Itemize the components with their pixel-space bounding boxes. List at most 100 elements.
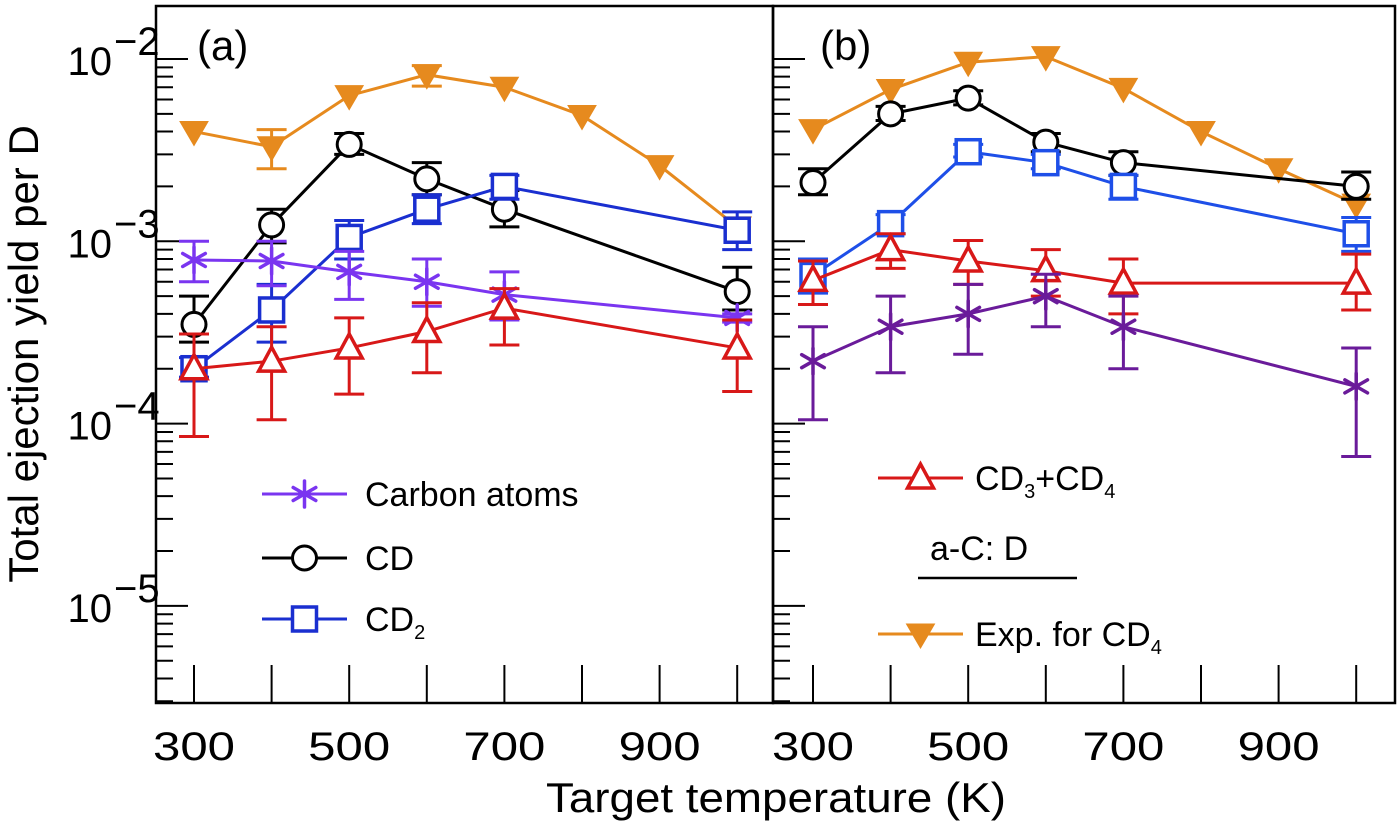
- data-point: [1030, 46, 1061, 72]
- series-exp: [798, 46, 1372, 220]
- y-tick-label: 10: [68, 587, 113, 631]
- y-tick-exponent: −3: [114, 202, 160, 246]
- legend-label: CD3+CD4: [975, 460, 1115, 503]
- data-point: [490, 195, 518, 223]
- data-point: [1110, 311, 1137, 342]
- x-tick-label: 300: [772, 725, 854, 769]
- y-tick-exponent: −4: [114, 385, 160, 429]
- legend-marker: [290, 605, 319, 633]
- data-point: [723, 278, 751, 306]
- data-point: [334, 85, 365, 111]
- legend-label: CD2: [365, 601, 425, 644]
- x-tick-label: 900: [619, 725, 701, 769]
- data-point: [255, 343, 288, 373]
- data-point: [1032, 148, 1060, 177]
- series-cd2: [179, 172, 753, 383]
- series-cd: [798, 84, 1372, 201]
- series-line: [812, 55, 1357, 206]
- data-point: [489, 76, 520, 103]
- data-point: [488, 290, 521, 320]
- panel-label: (a): [197, 22, 248, 69]
- x-tick-label: 900: [1238, 725, 1320, 769]
- legend-item-carbon: Carbon atoms: [262, 476, 579, 514]
- data-point: [410, 313, 443, 344]
- data-point: [1109, 172, 1138, 201]
- data-point: [258, 211, 286, 239]
- data-point: [413, 195, 441, 223]
- panel-b: 300 500 700 900 (b) CD3+CD4 Exp. for CD4 a-C: D: [771, 4, 1397, 769]
- data-point: [875, 79, 906, 105]
- data-point: [723, 216, 751, 244]
- x-tick-label: 700: [463, 725, 545, 769]
- data-point: [799, 169, 827, 197]
- data-point: [876, 209, 905, 238]
- data-point: [180, 245, 208, 275]
- error-bar: [256, 325, 287, 422]
- data-point: [1107, 265, 1140, 295]
- x-tick-label: 700: [1082, 725, 1164, 769]
- data-point: [179, 121, 209, 147]
- data-point: [1343, 371, 1370, 402]
- legend-item-cd: CD: [262, 540, 414, 578]
- series-line: [812, 294, 1357, 388]
- error-bar: [1341, 346, 1372, 458]
- data-point: [567, 104, 597, 131]
- x-axis-title: Target temperature (K): [546, 774, 1006, 821]
- y-axis-ticks: [156, 58, 188, 703]
- data-point: [335, 223, 363, 252]
- legend-note: a-C: D: [930, 530, 1028, 568]
- legend-marker: [291, 544, 318, 572]
- series-line: [812, 248, 1357, 285]
- data-point: [1342, 220, 1370, 248]
- data-point: [952, 243, 985, 273]
- data-point: [178, 351, 210, 381]
- data-point: [256, 136, 287, 162]
- legend-label: CD: [365, 540, 414, 578]
- data-point: [490, 172, 519, 201]
- data-point: [1340, 265, 1373, 295]
- data-point: [258, 246, 285, 276]
- data-point: [874, 231, 907, 262]
- error-bar: [179, 332, 209, 438]
- y-tick-label: 10: [68, 40, 113, 84]
- legend-label: Carbon atoms: [365, 476, 579, 514]
- x-axis-ticks: [812, 665, 1358, 703]
- y-tick-exponent: −2: [114, 20, 160, 64]
- legend-item-cd3cd4: CD3+CD4: [878, 460, 1115, 503]
- y-axis-title: Total ejection yield per D: [0, 125, 47, 583]
- data-point: [413, 165, 441, 193]
- y-tick-label: 10: [68, 222, 113, 266]
- series-line: [193, 258, 738, 320]
- data-point: [336, 257, 363, 287]
- plot-frame: [154, 4, 775, 705]
- data-point: [877, 311, 904, 342]
- series-carbon: [798, 272, 1372, 458]
- data-point: [413, 266, 440, 297]
- data-point: [1342, 172, 1370, 200]
- data-point: [644, 155, 675, 181]
- data-point: [333, 330, 366, 360]
- data-point: [798, 119, 828, 145]
- legend: Carbon atoms CD CD2: [262, 476, 579, 644]
- data-point: [1109, 149, 1137, 177]
- series-line: [193, 306, 738, 371]
- x-tick-label: 500: [927, 725, 1009, 769]
- x-tick-label: 300: [153, 725, 235, 769]
- series-line: [812, 96, 1357, 188]
- data-point: [1263, 158, 1294, 184]
- panel-label: (b): [820, 22, 871, 69]
- data-point: [721, 330, 754, 360]
- legend-marker: [291, 479, 318, 509]
- data-point: [797, 262, 829, 293]
- plot-frame: [771, 4, 1397, 705]
- data-point: [954, 137, 982, 166]
- data-point: [1186, 121, 1216, 147]
- legend-item-exp: Exp. for CD4: [878, 616, 1162, 659]
- data-point: [1108, 77, 1139, 104]
- y-tick-exponent: −5: [114, 567, 160, 611]
- legend-label: Exp. for CD4: [975, 616, 1162, 659]
- y-tick-label: 10: [68, 405, 113, 449]
- data-point: [953, 51, 984, 78]
